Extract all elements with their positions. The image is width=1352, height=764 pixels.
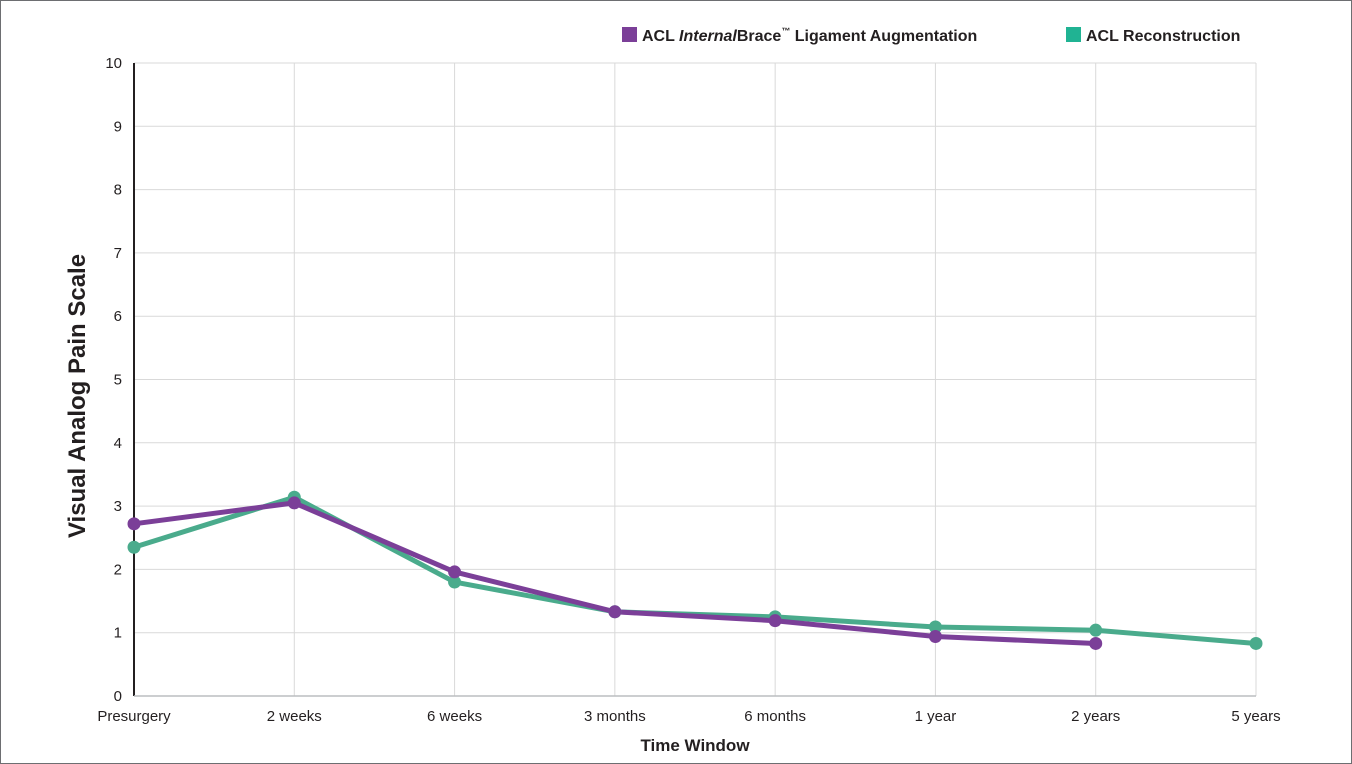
x-tick-label: 6 months: [744, 708, 806, 725]
axes: [133, 63, 1256, 697]
series-lines: [131, 494, 1259, 646]
y-tick-labels: 0 1 2 3 4 5 6 7 8 9 10: [105, 55, 122, 705]
y-tick-label: 6: [114, 308, 122, 325]
series-line-reconstruction: [131, 494, 1259, 646]
y-tick-label: 2: [114, 561, 122, 578]
y-tick-label: 4: [114, 435, 122, 452]
legend-swatch-reconstruction: [1066, 27, 1081, 42]
x-tick-label: 1 year: [915, 708, 957, 725]
data-point-reconstruction: [127, 540, 141, 554]
x-tick-label: 5 years: [1231, 708, 1280, 725]
x-tick-label: 3 months: [584, 708, 646, 725]
data-point-internalbrace: [448, 565, 462, 579]
data-point-reconstruction: [448, 575, 462, 589]
data-point-internalbrace: [287, 496, 301, 510]
legend-swatch-internalbrace: [622, 27, 637, 42]
y-tick-label: 10: [105, 55, 122, 72]
y-tick-label: 7: [114, 245, 122, 262]
x-tick-label: 6 weeks: [427, 708, 482, 725]
legend: ACL InternalBrace™ Ligament Augmentation…: [622, 26, 1240, 45]
y-tick-label: 8: [114, 182, 122, 199]
x-tick-labels: Presurgery 2 weeks 6 weeks 3 months 6 months…: [97, 708, 1280, 725]
data-point-reconstruction: [928, 620, 942, 634]
data-point-internalbrace: [1089, 636, 1103, 650]
x-axis-title: Time Window: [640, 736, 750, 755]
gridlines: [134, 62, 1257, 697]
legend-label-reconstruction: ACL Reconstruction: [1086, 28, 1240, 45]
data-point-internalbrace: [127, 517, 141, 531]
y-tick-label: 9: [114, 118, 122, 135]
series-points: [127, 490, 1263, 650]
data-point-reconstruction: [1089, 623, 1103, 637]
data-point-internalbrace: [928, 629, 942, 643]
y-tick-label: 3: [114, 498, 122, 515]
legend-label-internalbrace: ACL InternalBrace™ Ligament Augmentation: [642, 26, 977, 45]
y-axis-title: Visual Analog Pain Scale: [64, 254, 91, 538]
x-tick-label: Presurgery: [97, 708, 171, 725]
y-tick-label: 5: [114, 372, 122, 389]
data-point-internalbrace: [608, 605, 622, 619]
y-tick-label: 1: [114, 625, 122, 642]
x-tick-label: 2 years: [1071, 708, 1120, 725]
data-point-internalbrace: [768, 614, 782, 628]
data-point-reconstruction: [1249, 636, 1263, 650]
x-tick-label: 2 weeks: [267, 708, 322, 725]
y-tick-label: 0: [114, 688, 122, 705]
